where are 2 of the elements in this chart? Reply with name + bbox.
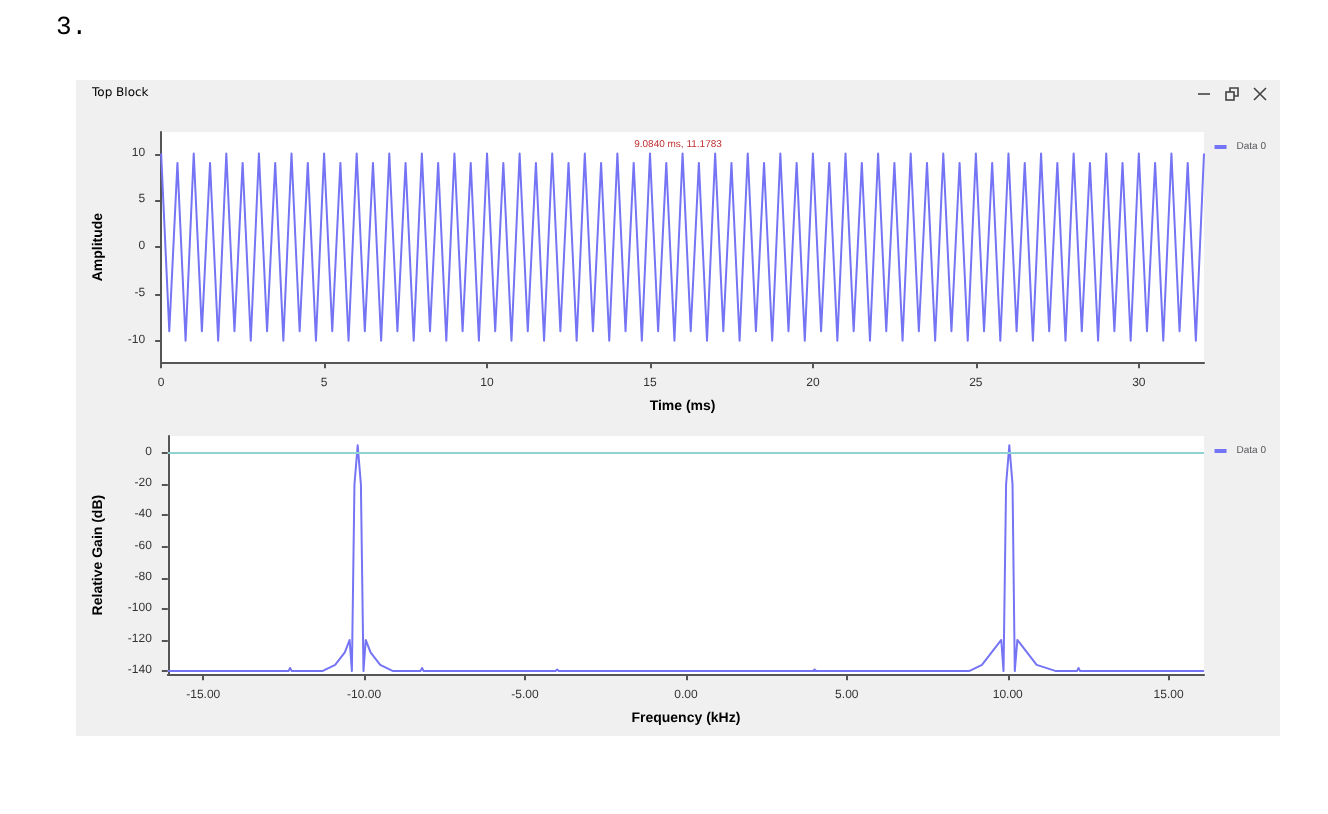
chart-title: 3. [56, 12, 88, 42]
line-series [160, 152, 1205, 342]
